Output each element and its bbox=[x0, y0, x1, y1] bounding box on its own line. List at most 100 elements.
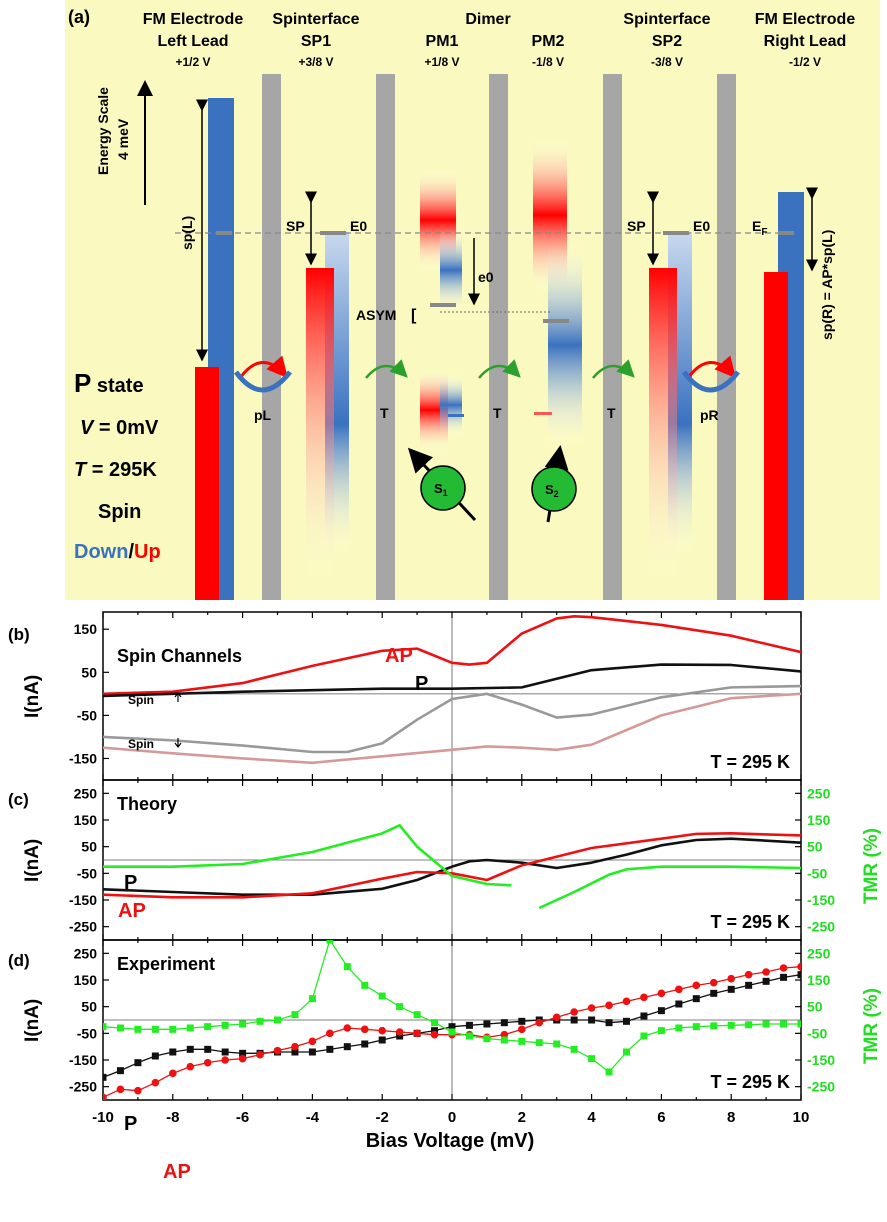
data-point bbox=[203, 1058, 212, 1067]
data-point bbox=[640, 1032, 648, 1040]
data-point bbox=[361, 1040, 369, 1048]
state-temperature: T = 295K bbox=[74, 459, 157, 481]
data-point bbox=[745, 1021, 753, 1029]
chart-title: Theory bbox=[117, 794, 177, 814]
pR-label: pR bbox=[700, 407, 719, 423]
chart-title: Experiment bbox=[117, 954, 215, 974]
data-point bbox=[762, 977, 770, 985]
data-point bbox=[151, 1078, 160, 1087]
data-point bbox=[134, 1059, 142, 1067]
pm1-upper-down-band bbox=[440, 230, 462, 310]
data-point bbox=[169, 1048, 177, 1056]
data-point bbox=[169, 1069, 177, 1078]
data-point bbox=[430, 1030, 439, 1039]
series-group bbox=[103, 940, 801, 1100]
data-point bbox=[396, 1032, 404, 1040]
data-point bbox=[500, 1019, 508, 1027]
data-point bbox=[640, 993, 648, 1002]
data-point bbox=[308, 1048, 316, 1056]
state-voltage: V = 0mV bbox=[80, 417, 159, 439]
chart-panel-3: (d) I(nA) 250 150 50 -50 -150 -250 250 150 50 -50 -1… bbox=[8, 939, 882, 1183]
data-point bbox=[308, 995, 316, 1003]
data-point bbox=[692, 995, 700, 1003]
data-point bbox=[518, 1017, 526, 1025]
ap-series-label: AP bbox=[385, 645, 413, 667]
spin-up-arrow-icon bbox=[174, 692, 182, 702]
series-line-1 bbox=[103, 615, 801, 696]
series-group bbox=[103, 615, 801, 765]
data-point bbox=[727, 974, 735, 983]
y-tick-label: 250 bbox=[74, 945, 98, 961]
data-point bbox=[622, 997, 631, 1006]
data-point bbox=[291, 1042, 299, 1051]
right-lead-spin-up-band bbox=[764, 272, 788, 600]
state-spin-legend: Down/Up bbox=[74, 541, 161, 563]
y-tick-label: 150 bbox=[74, 812, 98, 828]
data-point bbox=[640, 1012, 648, 1020]
data-point bbox=[797, 962, 801, 971]
e0-marker-sp2 bbox=[663, 231, 689, 235]
data-point bbox=[256, 1050, 264, 1059]
series-line-2 bbox=[103, 663, 801, 698]
sp1-header-1: Spinterface bbox=[272, 11, 359, 28]
spL-label: sp(L) bbox=[179, 216, 195, 250]
data-point bbox=[465, 1021, 473, 1029]
y2-tick-label: 250 bbox=[807, 945, 831, 961]
data-point bbox=[256, 1017, 264, 1025]
s1-spin-ball bbox=[420, 465, 466, 511]
dimer-header: Dimer bbox=[465, 11, 510, 28]
y2-axis-label: TMR (%) bbox=[861, 828, 882, 904]
barrier-3 bbox=[489, 74, 508, 600]
data-point bbox=[103, 1093, 107, 1100]
x-tick-label: 4 bbox=[587, 1109, 596, 1126]
y-tick-label: -50 bbox=[77, 865, 97, 881]
y2-tick-label: -250 bbox=[807, 1079, 835, 1095]
barrier-1 bbox=[262, 74, 281, 600]
x-axis-label: Bias Voltage (mV) bbox=[366, 1130, 535, 1152]
sp2-header-1: Spinterface bbox=[623, 11, 710, 28]
data-point bbox=[657, 1007, 665, 1015]
right-lead-header-1: FM Electrode bbox=[755, 11, 856, 28]
pm1-level-marker bbox=[430, 303, 456, 307]
data-point bbox=[343, 963, 351, 971]
y2-tick-label: 150 bbox=[807, 972, 831, 988]
t2-label: T bbox=[493, 405, 502, 421]
series-line-3 bbox=[103, 684, 801, 754]
spin-up-label: Spin bbox=[128, 693, 154, 707]
y-tick-label: 50 bbox=[81, 999, 97, 1015]
y-tick-label: -250 bbox=[69, 1079, 97, 1095]
panel-a-background bbox=[65, 0, 880, 600]
data-point bbox=[116, 1067, 124, 1075]
data-point bbox=[326, 940, 334, 944]
data-point bbox=[553, 1040, 561, 1048]
state-spin: Spin bbox=[98, 501, 141, 523]
fermi-label: EF bbox=[752, 218, 767, 238]
data-point bbox=[587, 1004, 596, 1012]
data-point bbox=[378, 992, 386, 1000]
pL-label: pL bbox=[254, 407, 272, 423]
data-point bbox=[360, 1025, 369, 1034]
sp1-voltage: +3/8 V bbox=[298, 55, 333, 69]
t2-arc bbox=[478, 359, 521, 379]
data-point bbox=[291, 1048, 299, 1056]
data-point bbox=[103, 1023, 107, 1031]
state-title: P state bbox=[74, 368, 144, 398]
y-tick-label: -150 bbox=[69, 892, 97, 908]
data-point bbox=[727, 985, 735, 993]
data-point bbox=[762, 1020, 770, 1028]
series-line-2 bbox=[103, 832, 801, 899]
data-point bbox=[710, 989, 718, 997]
data-point bbox=[727, 1021, 735, 1029]
x-tick-label: 0 bbox=[448, 1109, 456, 1126]
data-point bbox=[395, 1028, 404, 1036]
left-lead-header-2: Left Lead bbox=[157, 33, 228, 50]
spR-label: sp(R) = AP*sp(L) bbox=[819, 230, 835, 340]
y2-tick-label: 150 bbox=[807, 812, 831, 828]
x-tick-label: -2 bbox=[376, 1109, 389, 1126]
data-point bbox=[762, 968, 770, 976]
data-point bbox=[378, 1026, 387, 1035]
x-tick-label: -10 bbox=[92, 1109, 114, 1126]
data-point bbox=[221, 1021, 229, 1029]
y2-tick-label: -50 bbox=[807, 1025, 827, 1041]
series-line-3 bbox=[103, 824, 512, 887]
